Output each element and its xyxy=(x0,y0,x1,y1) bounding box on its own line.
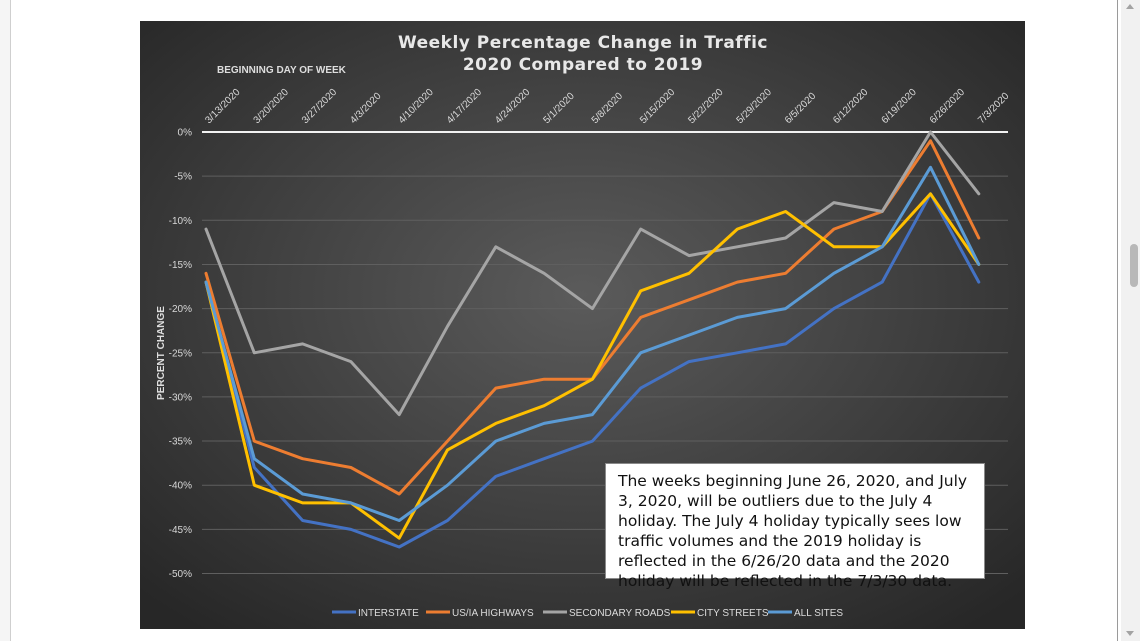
series-line-5 xyxy=(204,165,981,522)
x-axis-header: BEGINNING DAY OF WEEK xyxy=(217,65,347,76)
page-edge-rule xyxy=(1117,0,1118,641)
legend-label: US/IA HIGHWAYS xyxy=(452,608,534,619)
scroll-down-arrow-icon[interactable] xyxy=(1126,631,1134,636)
y-tick-label: -45% xyxy=(169,525,192,536)
chart-title-line-2: 2020 Compared to 2019 xyxy=(463,55,703,75)
y-tick-label: -25% xyxy=(169,348,192,359)
legend-label: CITY STREETS xyxy=(697,608,769,619)
holiday-annotation-box: The weeks beginning June 26, 2020, and J… xyxy=(605,463,985,590)
y-tick-label: -5% xyxy=(174,172,192,183)
y-tick-labels: 0% -5% -10% -15% -20% -25% -30% -35% -40% -45% -50… xyxy=(169,128,192,581)
chart-title-line-1: Weekly Percentage Change in Traffic xyxy=(398,33,768,53)
legend-label: ALL SITES xyxy=(794,608,843,619)
y-tick-label: -20% xyxy=(169,304,192,315)
chart-legend: INTERSTATE US/IA HIGHWAYS SECONDARY ROADS C… xyxy=(332,608,843,619)
series-line-1 xyxy=(204,192,981,549)
series-line-4 xyxy=(204,192,981,540)
y-tick-label: -15% xyxy=(169,260,192,271)
y-axis-label: PERCENT CHANGE xyxy=(156,306,167,400)
y-tick-label: -30% xyxy=(169,392,192,403)
y-tick-label: -35% xyxy=(169,437,192,448)
legend-label: SECONDARY ROADS xyxy=(569,608,671,619)
scrollbar-thumb[interactable] xyxy=(1130,244,1138,287)
legend-label: INTERSTATE xyxy=(358,608,419,619)
vertical-scrollbar[interactable] xyxy=(1121,0,1140,641)
y-tick-label: 0% xyxy=(178,128,193,139)
y-tick-label: -50% xyxy=(169,569,192,580)
y-tick-label: -10% xyxy=(169,216,192,227)
traffic-line-chart: Weekly Percentage Change in Traffic 2020… xyxy=(140,21,1025,629)
series-line-3 xyxy=(204,130,981,417)
series-lines xyxy=(204,130,981,549)
chart-container: Weekly Percentage Change in Traffic 2020… xyxy=(140,21,1025,629)
y-tick-label: -40% xyxy=(169,481,192,492)
scroll-up-arrow-icon[interactable] xyxy=(1126,4,1134,9)
left-page-gutter xyxy=(0,0,11,641)
